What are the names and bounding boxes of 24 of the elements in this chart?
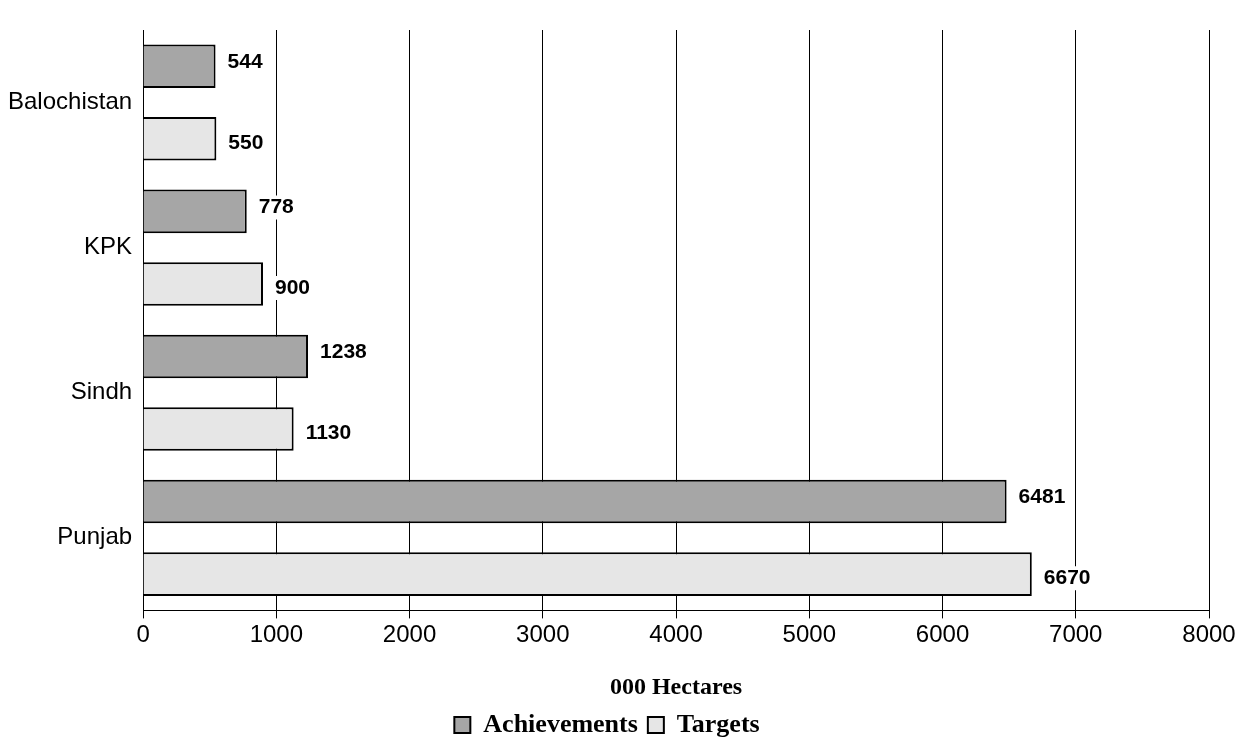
x-tick-label: 7000	[1049, 620, 1103, 648]
y-tick-label: Balochistan	[8, 87, 133, 115]
x-tick-label: 2000	[382, 620, 437, 648]
data-label: 6481	[1018, 484, 1066, 508]
y-tick-label: KPK	[84, 232, 133, 260]
y-tick-label: Punjab	[57, 522, 133, 550]
y-tick-label: Sindh	[70, 377, 133, 405]
data-label: 1238	[320, 339, 368, 363]
x-tick-label: 4000	[649, 620, 703, 648]
x-tick-label: 1000	[249, 620, 304, 648]
data-label: 550	[228, 129, 264, 153]
legend-label: Achievements	[483, 708, 638, 738]
x-tick-label: 0	[136, 620, 150, 648]
x-tick-label: 3000	[516, 620, 570, 648]
x-tick-label: 5000	[782, 620, 836, 648]
data-label: 544	[227, 49, 263, 73]
data-label: 6670	[1043, 564, 1091, 588]
x-tick-label: 6000	[915, 620, 970, 648]
data-label: 1130	[305, 419, 352, 443]
legend-label: Targets	[676, 708, 760, 738]
x-axis-title: 000 Hectares	[609, 672, 743, 699]
data-label: 900	[274, 274, 311, 298]
data-label: 778	[258, 194, 295, 218]
x-tick-label: 8000	[1182, 620, 1236, 648]
